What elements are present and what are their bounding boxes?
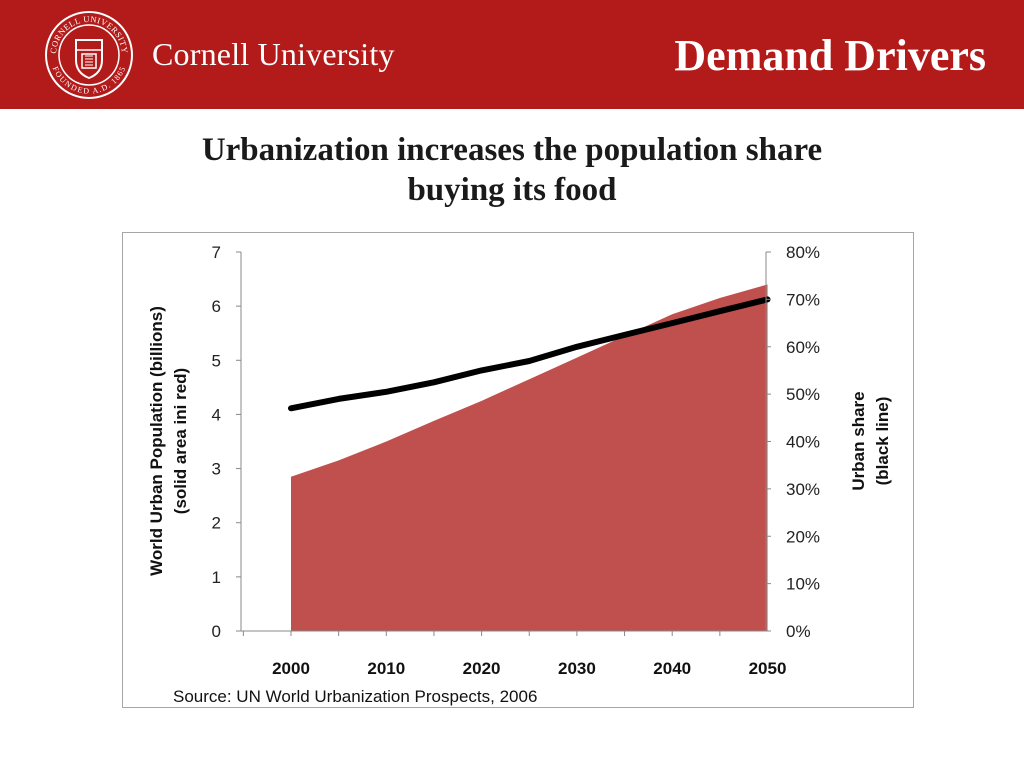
area-layer	[291, 284, 768, 631]
left-tick-label: 4	[212, 405, 221, 424]
left-tick-label: 0	[212, 622, 221, 641]
slide-title-line1: Urbanization increases the population sh…	[201, 132, 823, 168]
left-tick-label: 5	[212, 351, 221, 370]
left-tick-label: 1	[212, 568, 221, 587]
university-name[interactable]: Cornell University	[152, 36, 395, 72]
urban-population-area	[291, 284, 768, 631]
left-tick-label: 7	[212, 243, 221, 262]
right-tick-label: 10%	[786, 575, 820, 594]
right-tick-label: 50%	[786, 385, 820, 404]
left-tick-label: 6	[212, 297, 221, 316]
chart-container: 0 1 2 3 4 5 6 7 0% 10% 20% 30% 40% 50% 60% 70% 80% 2000 20…	[122, 232, 914, 708]
slide-title: Urbanization increases the population sh…	[100, 130, 924, 210]
left-tick-label: 3	[212, 460, 221, 479]
line-layer	[288, 296, 771, 412]
x-tick-label: 2030	[558, 659, 596, 678]
x-tick-label: 2040	[653, 659, 691, 678]
x-tick-label: 2010	[367, 659, 405, 678]
left-tick-label: 2	[212, 514, 221, 533]
left-axis-title-line2: (solid area ini red)	[171, 368, 190, 514]
right-tick-label: 80%	[786, 243, 820, 262]
right-tick-label: 30%	[786, 480, 820, 499]
header-bar: CORNELL UNIVERSITY FOUNDED A.D. 1865 Cor…	[0, 0, 1024, 109]
source-note: Source: UN World Urbanization Prospects,…	[173, 687, 537, 706]
right-axis-title-line1: Urban share	[849, 391, 868, 490]
x-tick-label: 2000	[272, 659, 310, 678]
left-axis-title-line1: World Urban Population (billions)	[147, 306, 166, 576]
right-tick-label: 60%	[786, 338, 820, 357]
right-tick-label: 70%	[786, 290, 820, 309]
cornell-seal-icon: CORNELL UNIVERSITY FOUNDED A.D. 1865	[45, 11, 133, 99]
right-axis-title-line2: (black line)	[873, 397, 892, 486]
axes-layer	[236, 251, 771, 636]
x-tick-label: 2050	[749, 659, 787, 678]
right-tick-label: 0%	[786, 622, 811, 641]
x-tick-label: 2020	[463, 659, 501, 678]
right-tick-label: 20%	[786, 527, 820, 546]
right-tick-label: 40%	[786, 433, 820, 452]
section-title: Demand Drivers	[674, 31, 986, 80]
slide-title-line2: buying its food	[407, 172, 617, 208]
